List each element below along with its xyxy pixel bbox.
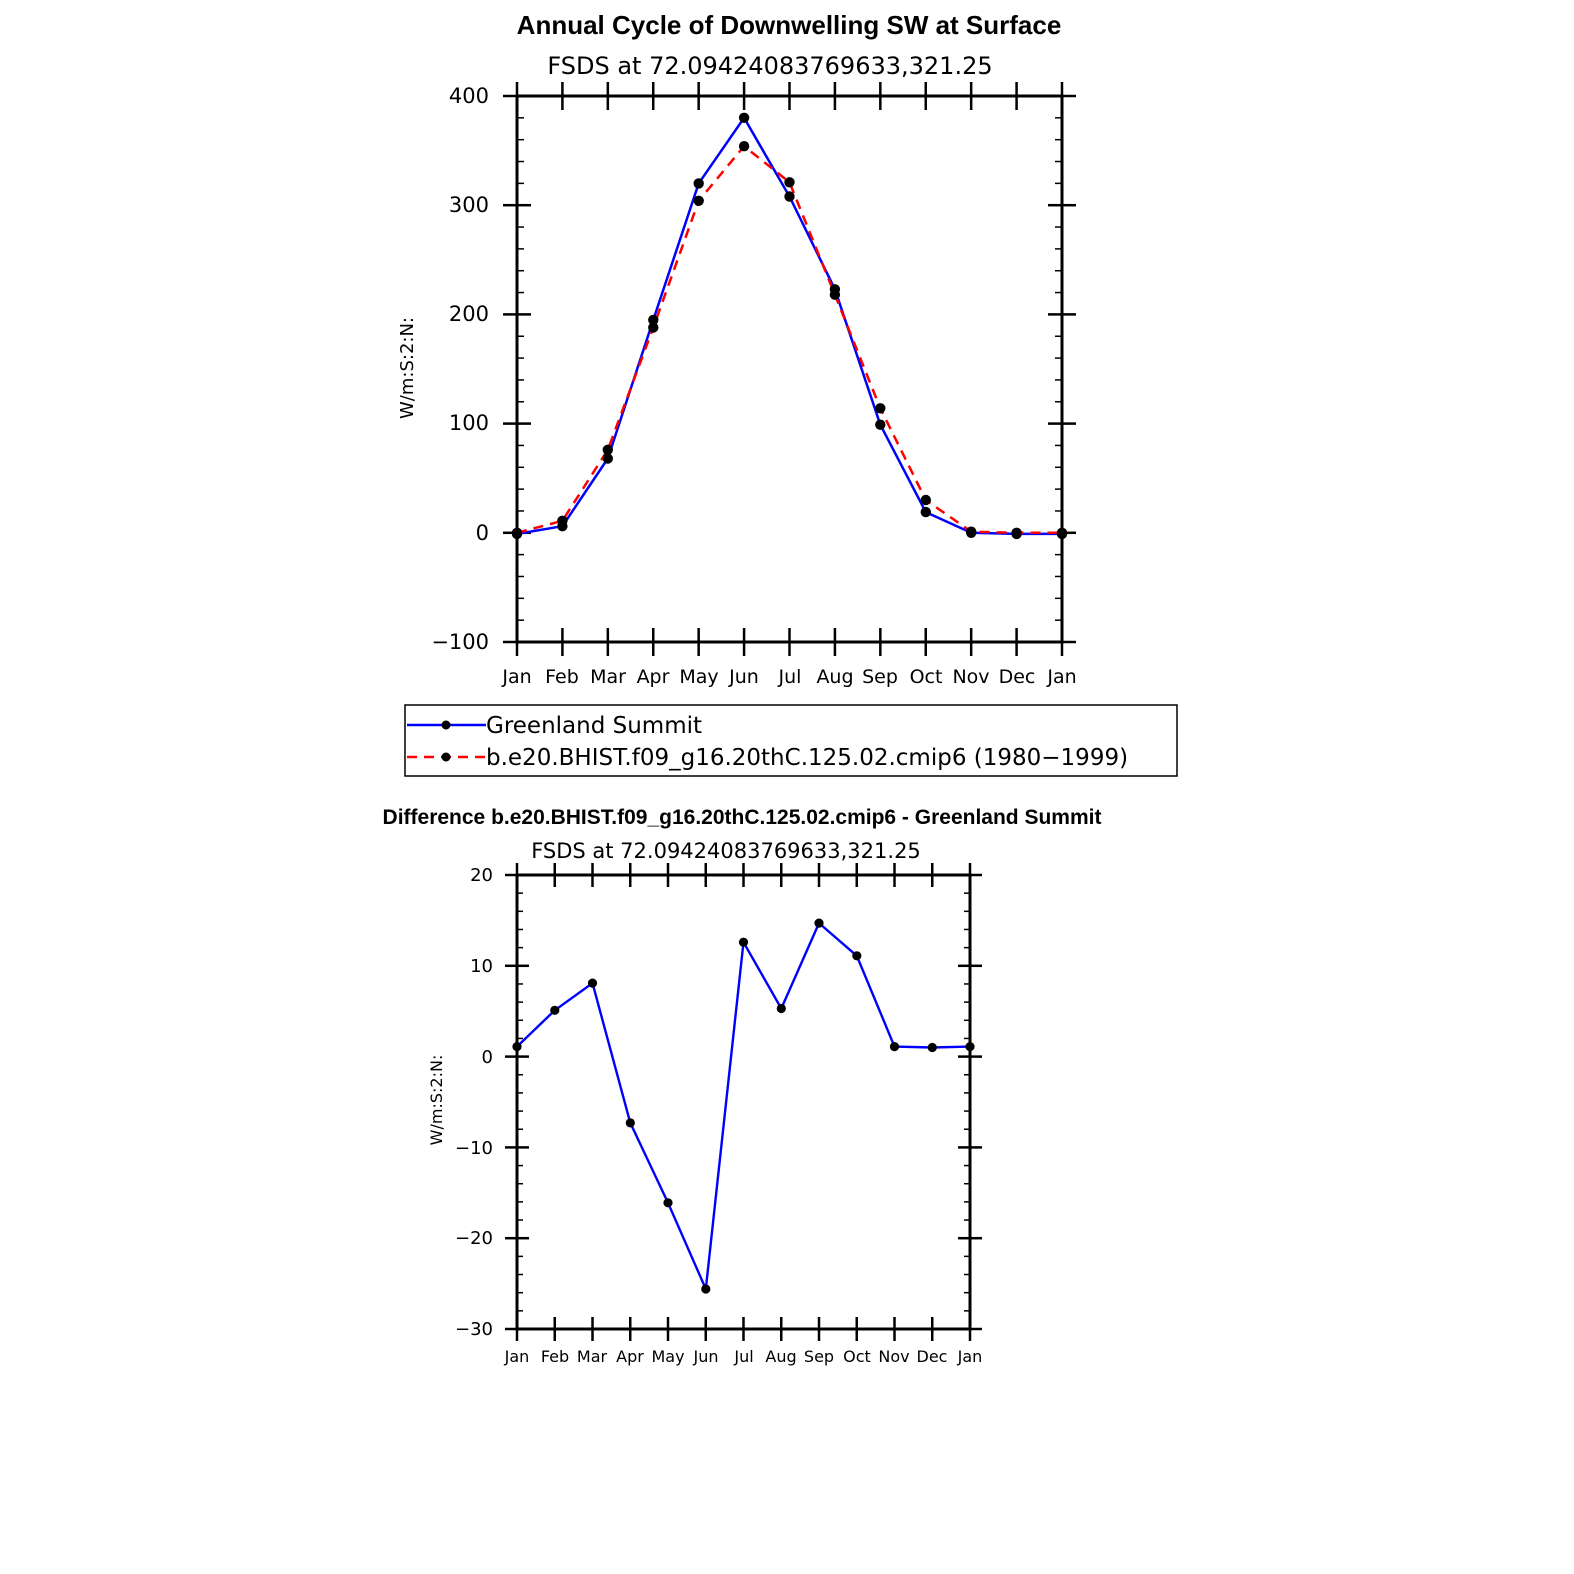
data-point bbox=[920, 494, 931, 506]
data-point bbox=[625, 1118, 635, 1128]
data-point bbox=[738, 937, 749, 947]
x-tick-label: Dec bbox=[999, 666, 1036, 688]
x-tick-label: Jan bbox=[501, 666, 531, 688]
y-axis-label: W/m:S:2:N: bbox=[397, 317, 418, 419]
x-tick-label: May bbox=[679, 666, 718, 688]
data-point bbox=[738, 112, 750, 124]
chart-subtitle: FSDS at 72.09424083769633,321.25 bbox=[547, 52, 992, 80]
y-tick-label: 300 bbox=[449, 193, 489, 217]
data-point bbox=[693, 178, 704, 189]
y-tick-label: 0 bbox=[482, 1047, 493, 1068]
data-point bbox=[1056, 527, 1068, 538]
data-point bbox=[776, 1003, 786, 1014]
chart-subtitle: FSDS at 72.09424083769633,321.25 bbox=[531, 839, 921, 863]
data-point bbox=[875, 419, 886, 430]
x-tick-label: Apr bbox=[616, 1347, 644, 1366]
y-tick-label: −100 bbox=[431, 630, 489, 654]
x-tick-label: Sep bbox=[862, 666, 898, 688]
y-tick-label: −20 bbox=[455, 1228, 493, 1249]
data-point bbox=[738, 141, 750, 152]
x-tick-label: Jun bbox=[693, 1347, 719, 1366]
series-group bbox=[511, 112, 1068, 540]
data-point bbox=[875, 403, 886, 414]
series-line-0 bbox=[516, 921, 971, 1291]
y-tick-label: 100 bbox=[449, 411, 489, 435]
y-tick-label: −10 bbox=[455, 1138, 493, 1159]
data-point bbox=[784, 177, 795, 188]
data-point bbox=[889, 1042, 900, 1052]
legend-label-model: b.e20.BHIST.f09_g16.20thC.125.02.cmip6 (… bbox=[486, 745, 1128, 771]
data-point bbox=[587, 978, 598, 988]
y-tick-label: 400 bbox=[449, 84, 489, 108]
legend-marker bbox=[441, 752, 451, 762]
x-tick-label: Sep bbox=[804, 1347, 834, 1366]
chart-title: Annual Cycle of Downwelling SW at Surfac… bbox=[517, 10, 1062, 40]
series-group bbox=[512, 918, 975, 1294]
legend-label-greenland-summit: Greenland Summit bbox=[486, 713, 702, 739]
data-point bbox=[557, 515, 568, 526]
x-tick-labels: Jan Feb Mar Apr May Jun Jul Aug Sep Oct … bbox=[501, 666, 1076, 688]
axis-ticks bbox=[503, 82, 1076, 656]
legend-marker bbox=[441, 720, 451, 730]
data-point bbox=[829, 289, 841, 300]
data-point bbox=[512, 1042, 522, 1052]
x-tick-label: Jul bbox=[733, 1347, 753, 1366]
series-line-1 bbox=[516, 144, 1062, 535]
y-axis-label: W/m:S:2:N: bbox=[427, 1055, 446, 1146]
data-point bbox=[511, 527, 523, 538]
x-tick-label: Aug bbox=[765, 1347, 796, 1366]
x-tick-label: Jan bbox=[504, 1347, 530, 1366]
y-tick-label: 200 bbox=[449, 302, 489, 326]
legend: Greenland Summit b.e20.BHIST.f09_g16.20t… bbox=[404, 704, 1178, 777]
x-tick-label: Dec bbox=[917, 1347, 948, 1366]
x-tick-label: Oct bbox=[843, 1347, 871, 1366]
data-point bbox=[663, 1198, 673, 1208]
x-tick-label: Nov bbox=[952, 666, 989, 688]
data-point bbox=[1011, 527, 1022, 538]
difference-chart: Difference b.e20.BHIST.f09_g16.20thC.125… bbox=[383, 806, 1102, 1366]
annual-cycle-chart: Annual Cycle of Downwelling SW at Surfac… bbox=[397, 10, 1178, 777]
data-point bbox=[602, 444, 613, 455]
legend-box bbox=[404, 704, 1178, 777]
x-tick-label: Aug bbox=[816, 666, 853, 688]
x-tick-label: Oct bbox=[910, 666, 943, 688]
data-point bbox=[852, 951, 862, 961]
data-point bbox=[648, 314, 659, 326]
x-tick-label: Apr bbox=[637, 666, 670, 688]
data-point bbox=[920, 506, 931, 518]
data-point bbox=[693, 195, 704, 206]
y-tick-label: 0 bbox=[476, 521, 489, 545]
data-point bbox=[814, 918, 824, 928]
data-point bbox=[965, 1042, 975, 1052]
data-point bbox=[602, 453, 613, 464]
x-tick-labels: Jan Feb Mar Apr May Jun Jul Aug Sep Oct … bbox=[504, 1347, 983, 1366]
y-tick-labels: 400 300 200 100 0 −100 bbox=[431, 84, 489, 654]
x-tick-label: Jul bbox=[778, 666, 802, 688]
x-tick-label: Jun bbox=[728, 666, 759, 688]
y-tick-label: 20 bbox=[470, 865, 493, 886]
x-tick-label: Jan bbox=[1046, 666, 1076, 688]
x-tick-label: May bbox=[651, 1347, 684, 1366]
x-tick-label: Nov bbox=[878, 1347, 909, 1366]
y-tick-label: 10 bbox=[470, 956, 493, 977]
data-point bbox=[784, 191, 795, 202]
x-tick-label: Feb bbox=[541, 1347, 569, 1366]
data-point bbox=[927, 1042, 937, 1053]
chart-title: Difference b.e20.BHIST.f09_g16.20thC.125… bbox=[383, 806, 1102, 829]
axis-ticks bbox=[505, 863, 982, 1341]
data-point bbox=[648, 322, 659, 333]
y-tick-label: −30 bbox=[455, 1319, 493, 1340]
x-tick-label: Mar bbox=[590, 666, 626, 688]
data-point bbox=[701, 1284, 711, 1294]
x-tick-label: Feb bbox=[545, 666, 579, 688]
x-tick-label: Mar bbox=[577, 1347, 608, 1366]
x-tick-label: Jan bbox=[957, 1347, 983, 1366]
data-point bbox=[550, 1005, 560, 1015]
y-tick-labels: 20 10 0 −10 −20 −30 bbox=[455, 865, 493, 1340]
data-point bbox=[966, 526, 977, 537]
